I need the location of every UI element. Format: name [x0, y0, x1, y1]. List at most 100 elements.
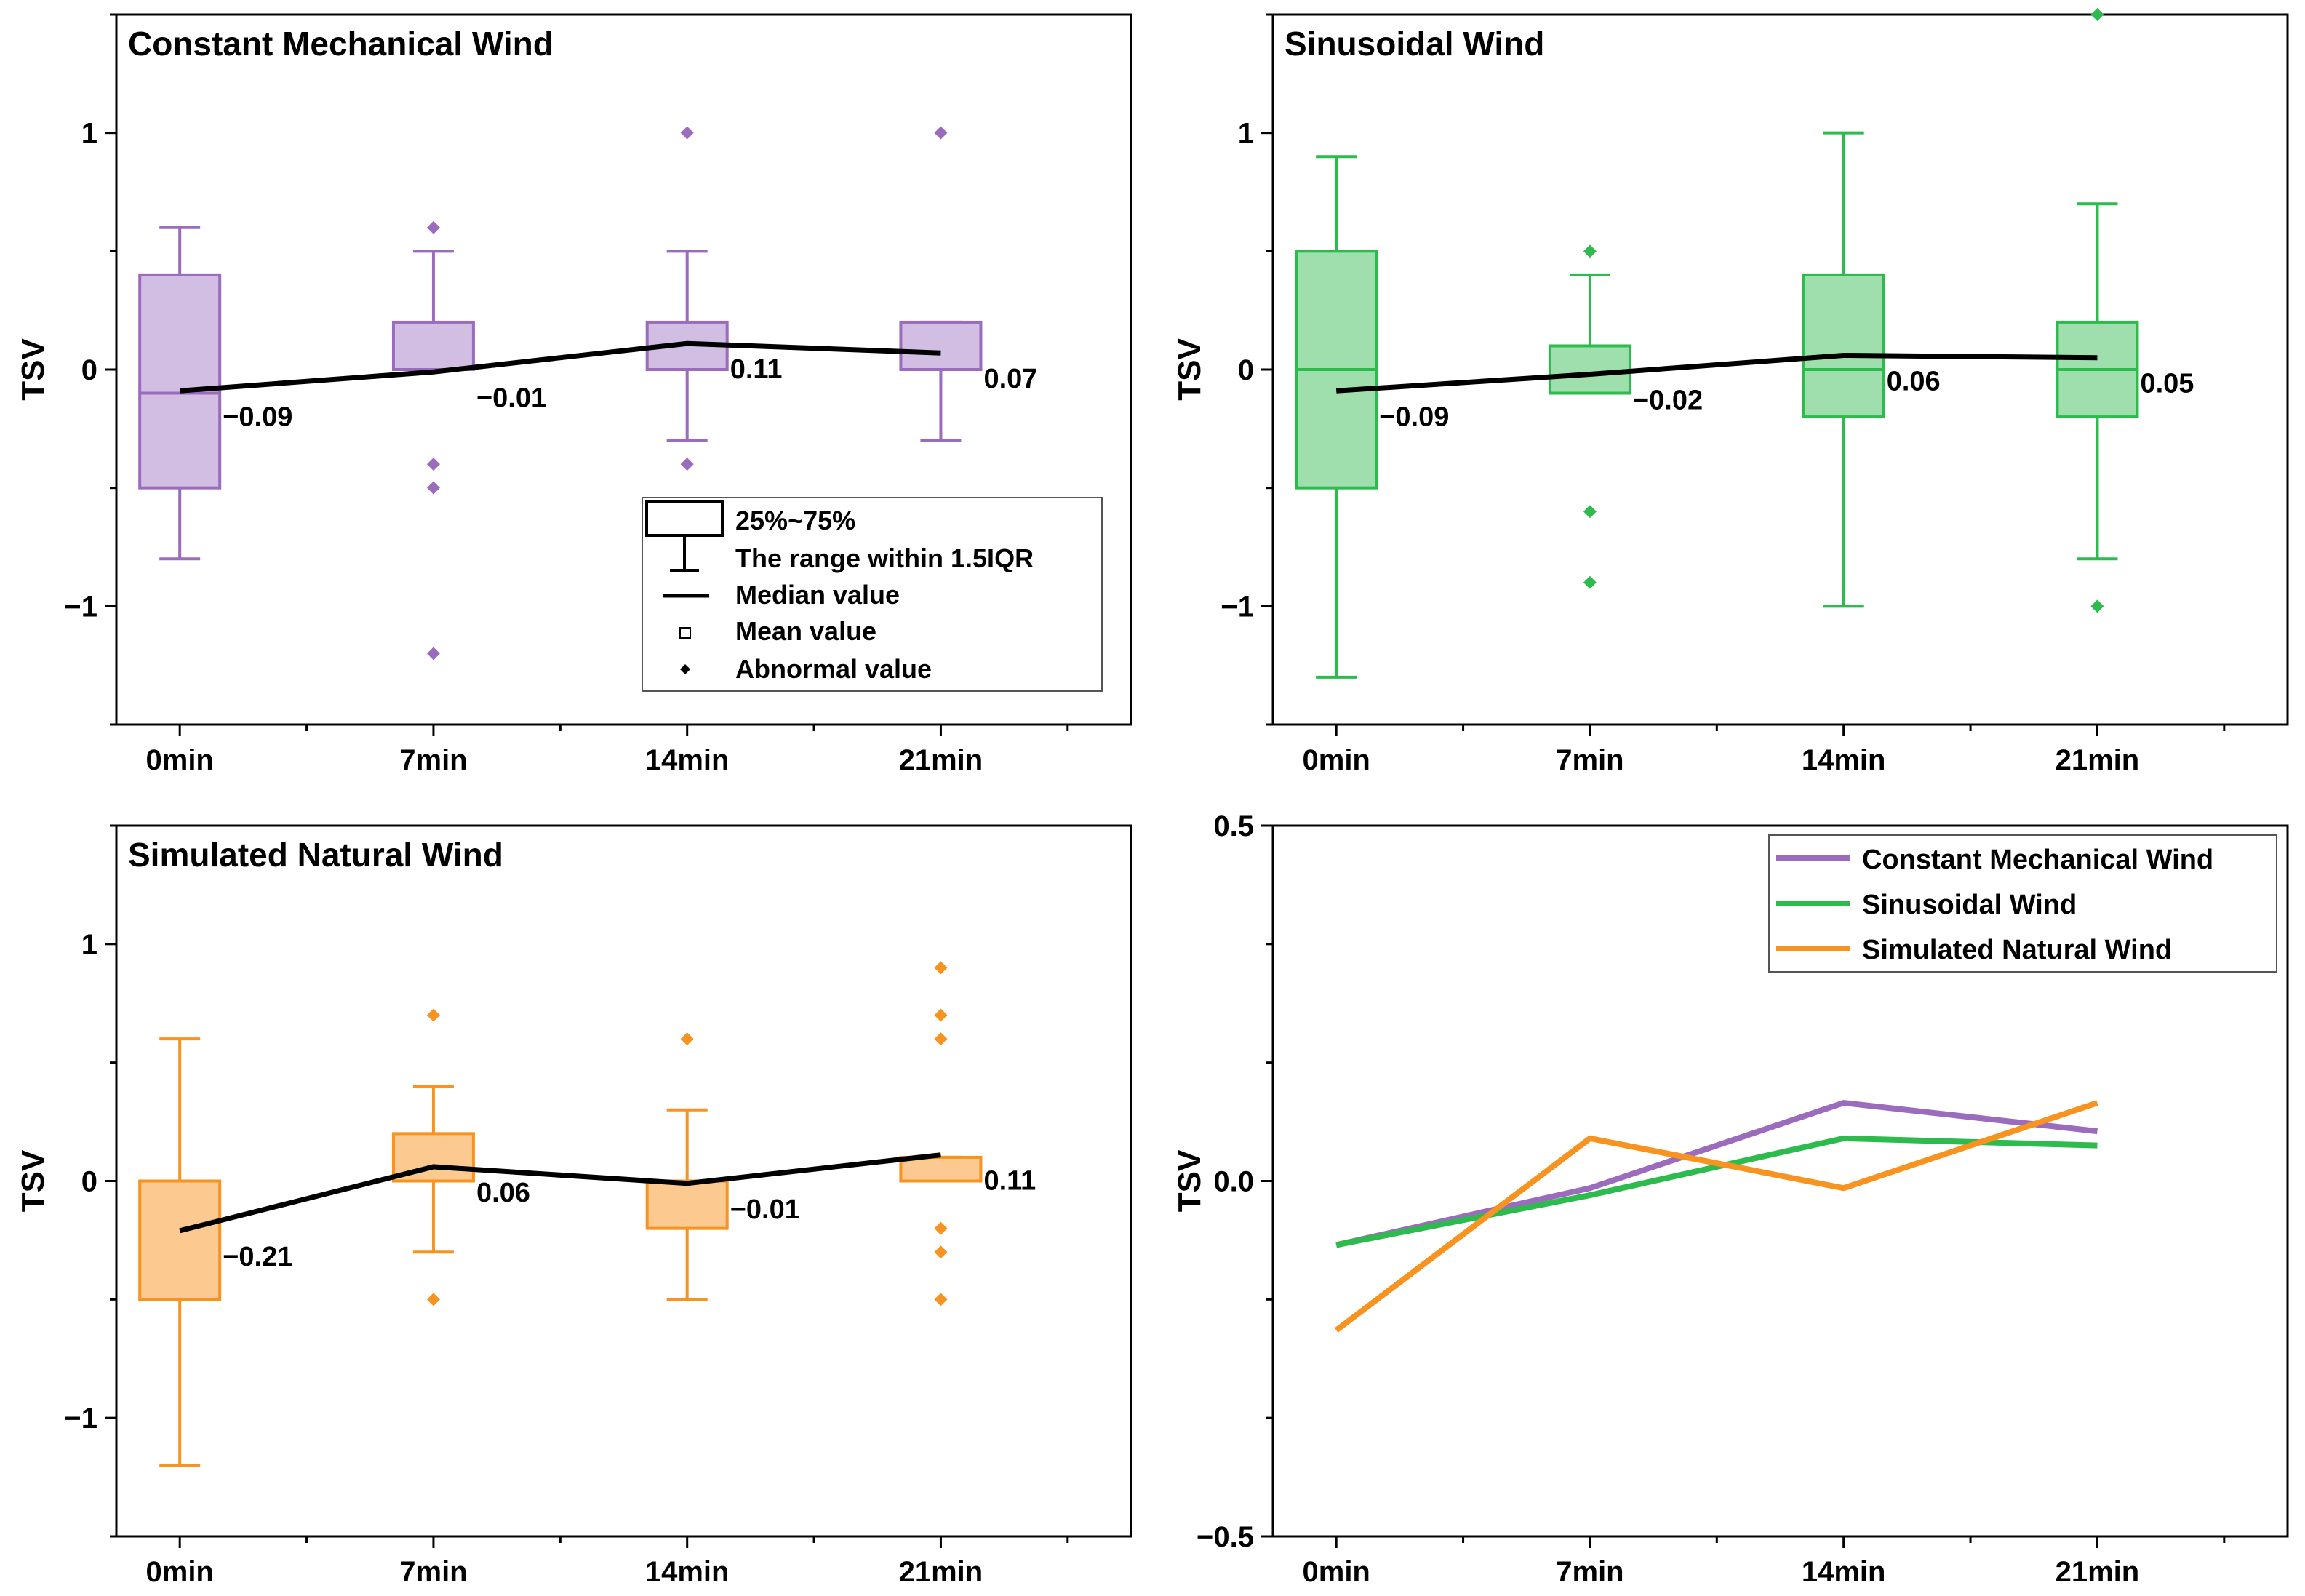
legend-label: Sinusoidal Wind: [1862, 890, 2077, 920]
mean-label: 0.07: [983, 364, 1037, 394]
y-tick-label: 0: [81, 1166, 97, 1198]
x-tick-label-14min: 14min: [1802, 744, 1886, 776]
y-tick-label: 1: [81, 929, 97, 961]
panel-title: Sinusoidal Wind: [1285, 25, 1544, 63]
box-iqr: [899, 320, 983, 371]
series-line-sinusoidal-wind: [1335, 1135, 2098, 1248]
x-tick-label-7min: 7min: [1556, 744, 1623, 776]
y-axis-title: TSV: [15, 1149, 51, 1212]
series-line-simulated-natural-wind: [1334, 1100, 2098, 1333]
y-axis-title: TSV: [1172, 338, 1207, 401]
outlier-point: [934, 126, 948, 140]
legend-frame: [642, 497, 1103, 692]
panel-title: Constant Mechanical Wind: [128, 25, 554, 63]
outlier-point: [426, 1293, 440, 1306]
box-14min: [645, 126, 729, 471]
mean-label: −0.21: [223, 1242, 292, 1272]
box-iqr: [138, 273, 222, 490]
x-tick-label-0min: 0min: [1303, 744, 1370, 776]
outlier-point: [934, 961, 948, 975]
y-axis-title: TSV: [1172, 1149, 1207, 1212]
box-0min: [138, 226, 222, 561]
x-tick-label-14min: 14min: [645, 744, 730, 776]
x-tick-label-21min: 21min: [899, 1556, 983, 1588]
mean-label: 0.05: [2140, 369, 2194, 399]
outlier-point: [934, 1221, 948, 1235]
legend-mean-swatch: [679, 627, 691, 639]
legend-outlier-swatch: [680, 664, 690, 674]
outlier-point: [680, 1032, 694, 1046]
y-tick-label: −1: [64, 1403, 97, 1435]
box-14min: [645, 1032, 729, 1301]
mean-line: [179, 1152, 941, 1234]
mean-label: 0.11: [983, 1166, 1036, 1197]
panel-constant-mechanical-wind: 1 0 −1 0min 7min 14min 21min TSV Constant Mechan…: [15, 13, 1132, 776]
legend-label: Constant Mechanical Wind: [1862, 845, 2213, 875]
line-legend: Constant Mechanical Wind Sinusoidal Wind S…: [1768, 834, 2277, 973]
y-tick-label: 0: [1238, 354, 1254, 386]
mean-line: [179, 340, 941, 394]
y-tick-label: 0: [81, 354, 97, 386]
legend-whisker-label: The range within 1.5IQR: [735, 543, 1034, 573]
mean-label: 0.06: [476, 1178, 530, 1208]
outlier-point: [934, 1293, 948, 1306]
box-0min: [1295, 155, 1378, 679]
mean-label: −0.09: [223, 402, 292, 432]
box-iqr: [645, 1179, 729, 1230]
box-iqr: [899, 1155, 983, 1183]
x-tick-label-14min: 14min: [1802, 1556, 1886, 1588]
outlier-point: [934, 1008, 948, 1022]
legend-frame: [1768, 834, 2277, 973]
box-iqr: [1548, 344, 1631, 395]
box-iqr: [1802, 273, 1885, 419]
outlier-point: [426, 220, 440, 234]
panel-line-comparison: 0.5 0.0 −0.5 0min 7min 14min 21min TSV Constant …: [1172, 810, 2289, 1588]
outlier-point: [680, 458, 694, 471]
outlier-point: [934, 1032, 948, 1046]
outlier-point: [2090, 599, 2104, 613]
mean-line: [1335, 352, 2098, 394]
panel-title: Simulated Natural Wind: [128, 836, 503, 874]
mean-label: 0.11: [730, 354, 783, 385]
legend-box-label: 25%~75%: [735, 506, 855, 535]
x-tick-label-14min: 14min: [645, 1556, 730, 1588]
mean-label: −0.01: [476, 383, 546, 413]
panel-sinusoidal-wind: 1 0 −1 0min 7min 14min 21min TSV Sinusoidal Wind…: [1172, 8, 2289, 776]
outlier-point: [2090, 8, 2104, 21]
x-tick-label-21min: 21min: [2056, 1556, 2140, 1588]
y-tick-label: 0.0: [1213, 1166, 1254, 1198]
x-tick-label-7min: 7min: [1556, 1556, 1623, 1588]
box-14min: [1802, 131, 1885, 608]
series-line-constant-mechanical-wind: [1335, 1099, 2098, 1248]
box-legend: 25%~75% The range within 1.5IQR Median val…: [642, 497, 1103, 692]
x-tick-label-0min: 0min: [146, 744, 214, 776]
legend-mean-label: Mean value: [735, 616, 876, 646]
x-tick-label-7min: 7min: [399, 744, 467, 776]
panel-simulated-natural-wind: 1 0 −1 0min 7min 14min 21min TSV Simulated Natur…: [15, 824, 1132, 1588]
box-iqr: [138, 1179, 222, 1301]
mean-label: −0.01: [730, 1194, 800, 1225]
box-iqr: [391, 320, 475, 371]
outlier-point: [426, 481, 440, 495]
outlier-point: [1583, 244, 1597, 258]
x-tick-label-21min: 21min: [2056, 744, 2140, 776]
box-0min: [138, 1037, 222, 1467]
box-7min: [1548, 244, 1631, 589]
legend-label: Simulated Natural Wind: [1862, 935, 2172, 965]
outlier-point: [1583, 505, 1597, 519]
y-tick-label: −1: [64, 591, 97, 623]
x-tick-label-0min: 0min: [1303, 1556, 1370, 1588]
y-tick-label: 1: [81, 118, 97, 150]
x-tick-label-7min: 7min: [399, 1556, 467, 1588]
outlier-point: [426, 647, 440, 661]
outlier-point: [680, 126, 694, 140]
x-tick-label-0min: 0min: [146, 1556, 214, 1588]
box-21min: [2056, 8, 2139, 613]
outlier-point: [934, 1245, 948, 1259]
y-tick-label: 0.5: [1213, 810, 1254, 842]
x-tick-label-21min: 21min: [899, 744, 983, 776]
y-axis-title: TSV: [15, 338, 51, 401]
y-tick-label: 1: [1238, 118, 1254, 150]
mean-label: −0.09: [1379, 402, 1449, 432]
